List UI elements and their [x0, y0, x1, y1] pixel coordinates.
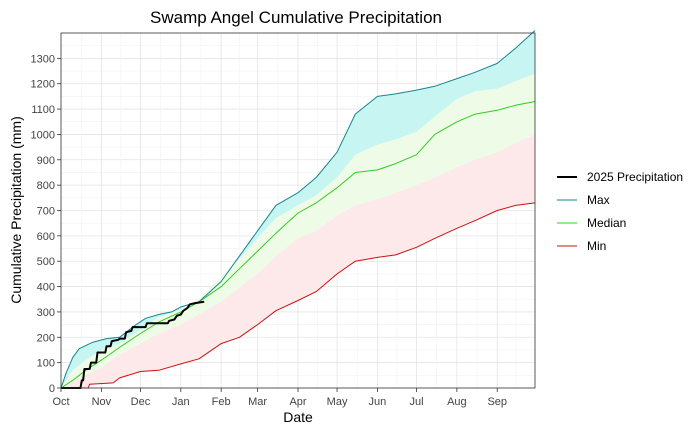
- x-tick-label: Feb: [212, 396, 231, 408]
- chart-title: Swamp Angel Cumulative Precipitation: [150, 8, 442, 27]
- x-axis-label: Date: [283, 409, 313, 425]
- bands: [61, 30, 535, 388]
- legend-label-median: Median: [587, 216, 626, 230]
- x-axis-ticks: Oct Nov Dec Jan Feb Mar Apr May Jun Jul Aug Sep: [52, 388, 507, 408]
- y-tick-label: 800: [37, 180, 55, 192]
- y-tick-label: 500: [37, 256, 55, 268]
- legend-label-max: Max: [587, 193, 610, 207]
- legend-label-current: 2025 Precipitation: [587, 170, 683, 184]
- y-tick-label: 600: [37, 231, 55, 243]
- y-axis-label: Cumulative Precipitation (mm): [8, 116, 24, 304]
- x-tick-label: Nov: [92, 396, 112, 408]
- y-tick-label: 100: [37, 358, 55, 370]
- y-tick-label: 1300: [31, 53, 55, 65]
- band-median-to-lower: [61, 101, 535, 388]
- series-lines: [60, 30, 536, 389]
- x-tick-label: Jun: [369, 396, 387, 408]
- y-tick-label: 1100: [31, 104, 55, 116]
- y-tick-label: 1000: [31, 129, 55, 141]
- band-upper-to-median: [61, 73, 535, 388]
- series-line-min: [61, 202, 536, 389]
- series-line-max: [60, 30, 536, 389]
- y-tick-label: 900: [37, 155, 55, 167]
- x-tick-label: Aug: [447, 396, 467, 408]
- x-tick-label: Jan: [172, 396, 190, 408]
- x-tick-label: Oct: [52, 396, 69, 408]
- legend: 2025 Precipitation Max Median Min: [557, 170, 683, 253]
- x-tick-label: Dec: [131, 396, 151, 408]
- legend-label-min: Min: [587, 239, 606, 253]
- x-tick-label: Sep: [487, 396, 507, 408]
- y-tick-label: 200: [37, 332, 55, 344]
- x-tick-label: Jul: [409, 396, 423, 408]
- y-tick-label: 0: [49, 383, 55, 395]
- band-lower-to-min: [61, 134, 535, 388]
- x-tick-label: May: [327, 396, 348, 408]
- x-tick-label: Apr: [289, 396, 306, 408]
- y-tick-label: 700: [37, 206, 55, 218]
- y-tick-label: 300: [37, 307, 55, 319]
- y-axis-ticks: 0 100 200 300 400 500 600 700 800 900 1000 1100 1200…: [31, 53, 61, 395]
- y-tick-label: 1200: [31, 79, 55, 91]
- y-tick-label: 400: [37, 282, 55, 294]
- series-line-current: [61, 300, 205, 389]
- x-tick-label: Mar: [248, 396, 267, 408]
- series-line-median: [60, 101, 536, 389]
- band-max-to-upper: [61, 30, 535, 388]
